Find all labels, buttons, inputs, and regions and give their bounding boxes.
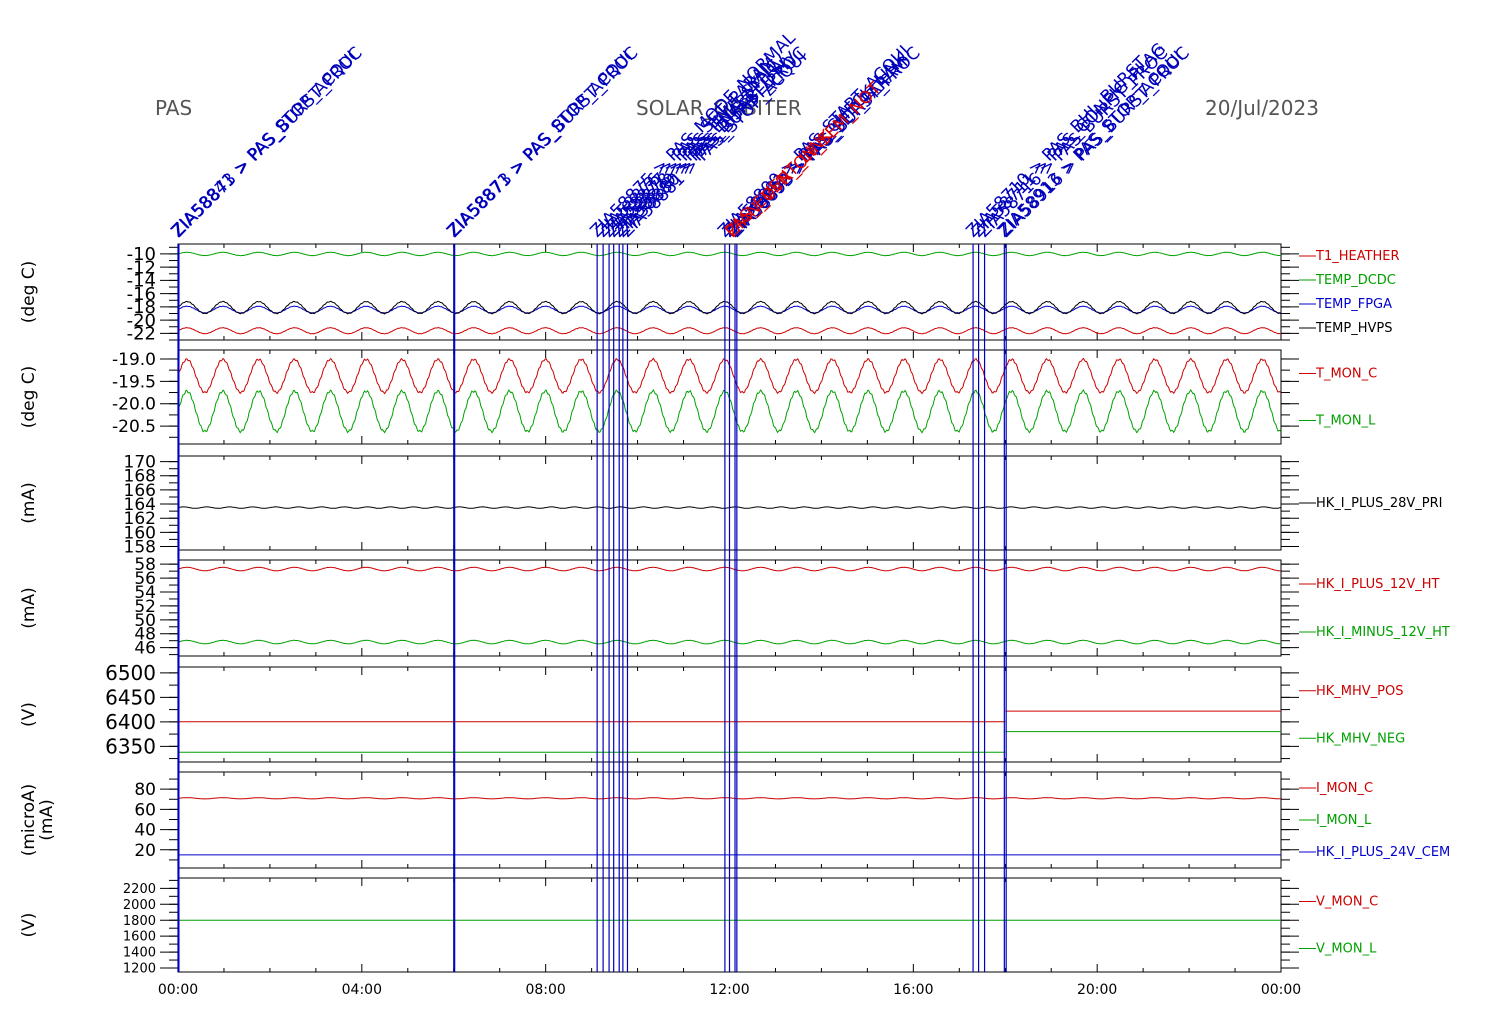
y-tick-label: -16	[127, 284, 156, 305]
y-tick-label: 54	[134, 583, 156, 603]
event-label: ZIA58873 > PAS_BURST_PROC	[168, 43, 366, 241]
y-tick-label: -12	[127, 257, 156, 278]
y-tick-label: 6450	[105, 685, 156, 709]
y-tick-label: 40	[134, 821, 156, 841]
y-tick-label: 164	[124, 495, 156, 515]
y-tick-label: -20.0	[112, 395, 156, 415]
event-label-red: PAS_EVENT_LINK	[721, 126, 837, 242]
legend-t_mon_l: T_MON_L	[1315, 414, 1376, 429]
y-axis-label: (deg C)	[19, 366, 39, 429]
y-tick-label: 1600	[123, 930, 156, 945]
y-axis-label: (mA)	[37, 799, 57, 840]
legend-hk_i_minus_12v_ht: HK_I_MINUS_12V_HT	[1316, 625, 1450, 640]
y-tick-label: 2200	[123, 882, 156, 897]
y-tick-label: -19.5	[112, 372, 156, 392]
y-tick-label: 46	[134, 639, 156, 659]
x-tick-label: 12:00	[709, 982, 749, 998]
event-label: ZIA58881 > PAS_STOP_ACQUI	[617, 47, 811, 241]
legend-hk_i_plus_28v_pri: HK_I_PLUS_28V_PRI	[1316, 496, 1442, 511]
y-tick-label: 6400	[105, 710, 156, 734]
y-axis-label: (V)	[19, 702, 39, 727]
y-tick-label: 1400	[123, 946, 156, 961]
legend-hk_i_plus_24v_cem: HK_I_PLUS_24V_CEM	[1316, 845, 1450, 860]
y-tick-label: 48	[134, 625, 156, 645]
y-axis-label: (deg C)	[19, 261, 39, 324]
y-tick-label: -22	[127, 324, 156, 345]
y-axis-label: (microA)	[19, 784, 39, 857]
y-tick-label: 58	[134, 555, 156, 575]
y-axis-label: (V)	[19, 913, 39, 938]
y-tick-label: -20.5	[112, 417, 156, 437]
y-tick-label: -10	[127, 244, 156, 265]
x-tick-label: 20:00	[1077, 982, 1117, 998]
legend-hk_i_plus_12v_ht: HK_I_PLUS_12V_HT	[1316, 577, 1440, 592]
legend-temp_dcdc: TEMP_DCDC	[1315, 273, 1396, 288]
event-label: ZIA58916 > PAS_BURST_PROC	[996, 43, 1194, 241]
legend-v_mon_c: V_MON_C	[1316, 895, 1378, 910]
y-axis-label: (mA)	[19, 587, 39, 628]
legend-t_mon_c: T_MON_C	[1315, 367, 1377, 382]
y-tick-label: 166	[124, 481, 156, 501]
series-line-hk_mhv_neg	[178, 731, 1281, 753]
legend-v_mon_l: V_MON_L	[1316, 942, 1377, 957]
y-tick-label: 56	[134, 569, 156, 589]
x-tick-label: 00:00	[158, 982, 198, 998]
event-label: ZIA58716 > PAS_BURST_PROC	[974, 43, 1172, 241]
legend-hk_mhv_pos: HK_MHV_POS	[1316, 684, 1404, 699]
mission-label: SOLAR_ORBITER	[636, 96, 802, 120]
legend-hk_mhv_neg: HK_MHV_NEG	[1316, 731, 1405, 746]
y-tick-label: 6350	[105, 734, 156, 758]
y-tick-label: -18	[127, 297, 156, 318]
y-tick-label: 20	[134, 841, 156, 861]
legend-i_mon_l: I_MON_L	[1316, 813, 1372, 828]
legend-temp_hvps: TEMP_HVPS	[1315, 321, 1392, 336]
y-tick-label: 158	[124, 537, 156, 557]
legend-t1_heather: T1_HEATHER	[1315, 249, 1400, 264]
y-tick-label: 168	[124, 467, 156, 487]
y-tick-label: 1800	[123, 914, 156, 929]
y-axis-label: (mA)	[19, 482, 39, 523]
date-label: 20/Jul/2023	[1205, 96, 1319, 120]
y-tick-label: 60	[134, 800, 156, 820]
x-tick-label: 08:00	[525, 982, 565, 998]
y-tick-label: -14	[127, 271, 156, 292]
series-line-hk_mhv_pos	[178, 710, 1281, 723]
y-tick-label: 160	[124, 523, 156, 543]
y-tick-label: 2000	[123, 898, 156, 913]
y-tick-label: 50	[134, 611, 156, 631]
y-tick-label: 170	[124, 453, 156, 473]
instrument-label: PAS	[155, 96, 193, 120]
y-tick-label: -20	[127, 310, 156, 331]
x-tick-label: 00:00	[1261, 982, 1301, 998]
y-tick-label: 162	[124, 509, 156, 529]
y-tick-label: 80	[134, 780, 156, 800]
y-tick-label: 6500	[105, 661, 156, 685]
legend-temp_fpga: TEMP_FPGA	[1315, 297, 1392, 312]
y-tick-label: -19.0	[112, 350, 156, 370]
x-tick-label: 16:00	[893, 982, 933, 998]
y-tick-label: 52	[134, 597, 156, 617]
y-tick-label: 1200	[123, 962, 156, 977]
legend-i_mon_c: I_MON_C	[1316, 781, 1373, 796]
x-tick-label: 04:00	[342, 982, 382, 998]
